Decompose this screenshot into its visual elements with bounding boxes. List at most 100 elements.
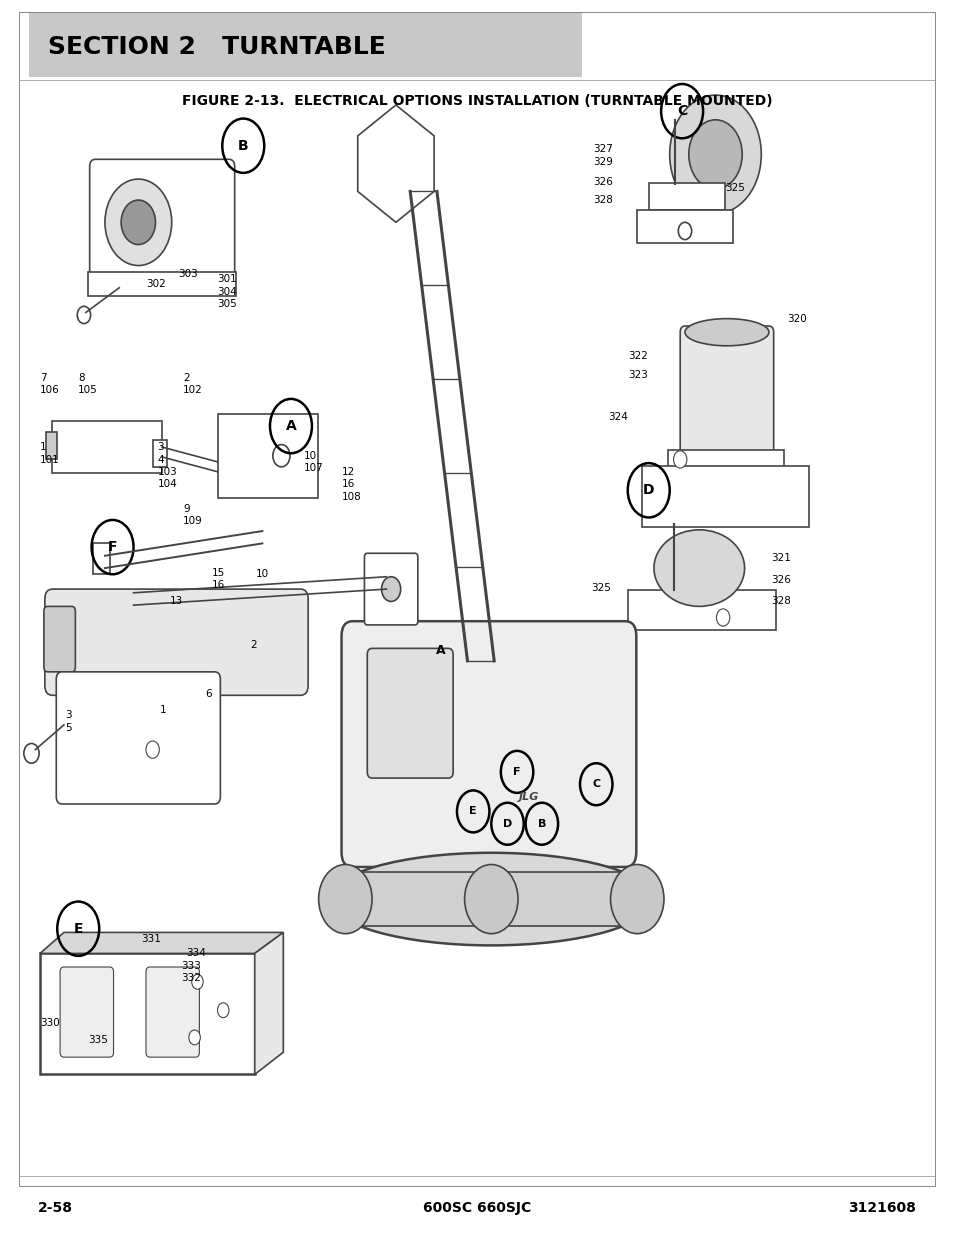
Text: 7
106: 7 106 <box>40 373 60 395</box>
Text: B: B <box>237 138 249 153</box>
Text: C: C <box>677 104 686 119</box>
Text: 303: 303 <box>178 269 198 279</box>
Text: B: B <box>537 819 545 829</box>
FancyBboxPatch shape <box>341 621 636 867</box>
Circle shape <box>192 974 203 989</box>
FancyBboxPatch shape <box>627 590 775 630</box>
Text: F: F <box>108 540 117 555</box>
Text: 1
101: 1 101 <box>40 442 60 464</box>
Circle shape <box>610 864 663 934</box>
Text: JLG: JLG <box>518 792 539 802</box>
Text: 326: 326 <box>593 177 613 186</box>
Circle shape <box>217 1003 229 1018</box>
Text: 332: 332 <box>181 973 201 983</box>
Text: 10: 10 <box>255 569 269 579</box>
Text: 2
102: 2 102 <box>183 373 203 395</box>
Circle shape <box>673 451 686 468</box>
Circle shape <box>688 120 741 189</box>
Text: 325: 325 <box>591 583 611 593</box>
FancyBboxPatch shape <box>44 606 75 672</box>
Circle shape <box>273 445 290 467</box>
Text: 8
105: 8 105 <box>78 373 98 395</box>
Text: 12
16
108: 12 16 108 <box>341 467 361 501</box>
Text: 334: 334 <box>186 948 206 958</box>
FancyBboxPatch shape <box>88 272 235 296</box>
FancyBboxPatch shape <box>60 967 113 1057</box>
Ellipse shape <box>654 530 743 606</box>
Text: 2: 2 <box>250 640 256 650</box>
Text: C: C <box>592 779 599 789</box>
FancyBboxPatch shape <box>90 159 234 285</box>
FancyBboxPatch shape <box>46 432 57 459</box>
Polygon shape <box>40 932 283 953</box>
Circle shape <box>77 306 91 324</box>
Text: 600SC 660SJC: 600SC 660SJC <box>422 1200 531 1215</box>
Text: FIGURE 2-13.  ELECTRICAL OPTIONS INSTALLATION (TURNTABLE MOUNTED): FIGURE 2-13. ELECTRICAL OPTIONS INSTALLA… <box>181 94 772 109</box>
Text: 328: 328 <box>770 597 790 606</box>
Polygon shape <box>254 932 283 1074</box>
Circle shape <box>105 179 172 266</box>
Ellipse shape <box>684 319 768 346</box>
Circle shape <box>464 864 517 934</box>
Text: 324: 324 <box>608 412 628 422</box>
Ellipse shape <box>329 852 653 946</box>
Text: D: D <box>502 819 512 829</box>
Text: 13: 13 <box>170 597 183 606</box>
Text: 327
329: 327 329 <box>593 144 613 167</box>
FancyBboxPatch shape <box>52 421 162 473</box>
FancyBboxPatch shape <box>146 967 199 1057</box>
Text: 3121608: 3121608 <box>847 1200 915 1215</box>
Text: 330: 330 <box>40 1018 60 1028</box>
Text: 331: 331 <box>141 934 161 944</box>
FancyBboxPatch shape <box>667 450 783 469</box>
FancyBboxPatch shape <box>364 553 417 625</box>
FancyBboxPatch shape <box>217 414 317 498</box>
Text: 333: 333 <box>181 961 201 971</box>
FancyBboxPatch shape <box>641 466 808 527</box>
Text: 10
107: 10 107 <box>303 451 323 473</box>
FancyBboxPatch shape <box>40 953 254 1074</box>
Text: A: A <box>436 645 445 657</box>
FancyBboxPatch shape <box>152 440 167 467</box>
Circle shape <box>381 577 400 601</box>
Text: 302: 302 <box>146 279 166 289</box>
Text: E: E <box>469 806 476 816</box>
Text: 323: 323 <box>627 370 647 380</box>
Text: F: F <box>513 767 520 777</box>
Text: 15
16: 15 16 <box>212 568 225 590</box>
Text: SECTION 2   TURNTABLE: SECTION 2 TURNTABLE <box>48 35 385 59</box>
Circle shape <box>669 95 760 214</box>
Text: A: A <box>285 419 296 433</box>
Text: 322: 322 <box>627 351 647 361</box>
Circle shape <box>24 743 39 763</box>
FancyBboxPatch shape <box>679 326 773 459</box>
Circle shape <box>678 222 691 240</box>
Text: 1: 1 <box>160 705 167 715</box>
FancyBboxPatch shape <box>332 872 650 926</box>
Text: 3
4
103
104: 3 4 103 104 <box>157 442 177 489</box>
FancyBboxPatch shape <box>648 183 724 210</box>
FancyBboxPatch shape <box>92 543 110 574</box>
FancyBboxPatch shape <box>367 648 453 778</box>
Circle shape <box>121 200 155 245</box>
Text: 320: 320 <box>786 314 806 324</box>
Text: 321: 321 <box>770 553 790 563</box>
FancyBboxPatch shape <box>29 12 581 77</box>
Polygon shape <box>357 105 434 222</box>
Circle shape <box>189 1030 200 1045</box>
Text: 2-58: 2-58 <box>38 1200 73 1215</box>
Circle shape <box>716 609 729 626</box>
FancyBboxPatch shape <box>637 210 732 243</box>
Text: 9
109: 9 109 <box>183 504 203 526</box>
FancyBboxPatch shape <box>45 589 308 695</box>
Text: 335: 335 <box>88 1035 108 1045</box>
Text: 301
304
305: 301 304 305 <box>217 274 237 309</box>
Text: 328: 328 <box>593 195 613 205</box>
Text: E: E <box>73 921 83 936</box>
Text: D: D <box>642 483 654 498</box>
Circle shape <box>146 741 159 758</box>
Text: 326: 326 <box>770 576 790 585</box>
Text: 3
5: 3 5 <box>65 710 71 732</box>
Circle shape <box>318 864 372 934</box>
Text: 6: 6 <box>205 689 212 699</box>
